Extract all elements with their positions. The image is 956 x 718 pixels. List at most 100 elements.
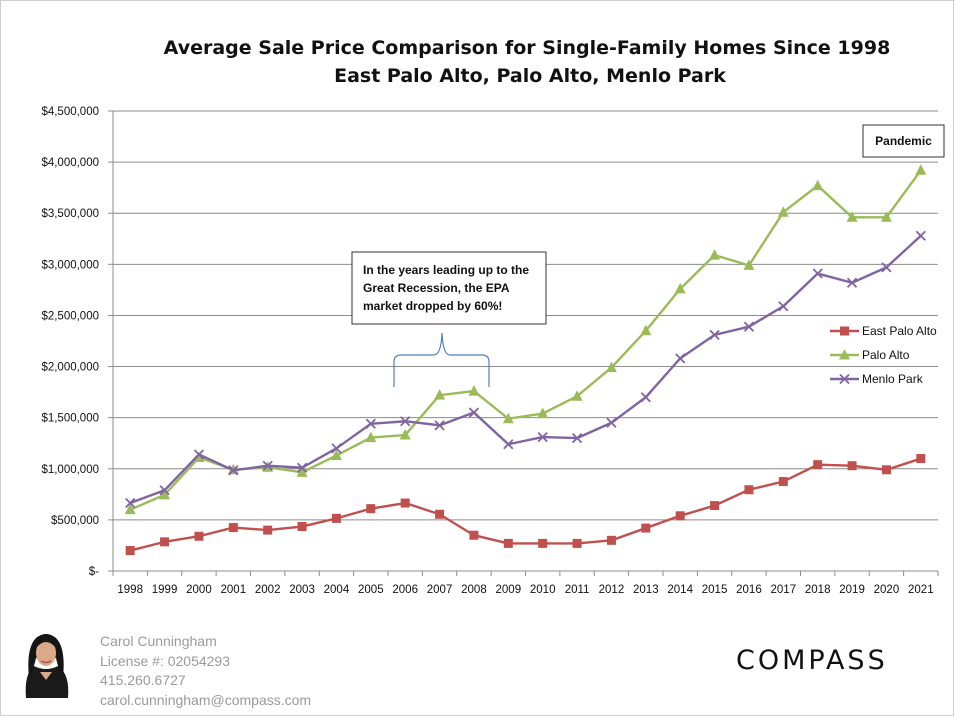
line-chart: Average Sale Price Comparison for Single… <box>41 37 945 596</box>
legend-label-palo-alto: Palo Alto <box>862 348 910 362</box>
x-tick-label: 2009 <box>496 584 522 596</box>
east-palo-alto-point <box>710 501 720 511</box>
legend-marker-palo-alto <box>839 349 850 360</box>
legend-label-menlo-park: Menlo Park <box>862 372 924 386</box>
x-tick-label: 2012 <box>599 584 625 596</box>
legend-label-east-palo-alto: East Palo Alto <box>862 324 937 338</box>
east-palo-alto-line <box>129 457 922 552</box>
x-tick-label: 2002 <box>255 584 281 596</box>
east-palo-alto-point <box>916 454 926 464</box>
east-palo-alto-point <box>366 504 376 514</box>
menlo-park-point <box>778 301 789 312</box>
palo-alto-point <box>709 249 721 260</box>
y-tick-label: $2,000,000 <box>41 362 99 374</box>
palo-alto-point <box>743 259 755 270</box>
menlo-park-point <box>434 420 445 431</box>
x-tick-label: 2017 <box>771 584 797 596</box>
recession-annotation-line-1: In the years leading up to the <box>363 263 529 277</box>
east-palo-alto-point <box>194 531 204 541</box>
east-palo-alto-point <box>538 538 548 548</box>
menlo-park-point <box>125 497 136 509</box>
chart-title: Average Sale Price Comparison for Single… <box>164 37 891 59</box>
recession-brace <box>393 332 490 387</box>
legend: East Palo Alto Palo Alto Menlo Park <box>830 324 937 386</box>
east-palo-alto-point <box>469 530 479 540</box>
east-palo-alto-point <box>881 465 891 475</box>
east-palo-alto-point <box>572 538 582 548</box>
y-tick-label: $1,500,000 <box>41 413 99 425</box>
x-tick-label: 2021 <box>908 584 934 596</box>
x-tick-label: 2019 <box>839 584 865 596</box>
x-tick-label: 1998 <box>117 584 143 596</box>
menlo-park-point <box>709 329 720 341</box>
east-palo-alto-point <box>675 511 685 521</box>
agent-email: carol.cunningham@compass.com <box>100 691 312 708</box>
x-tick-label: 2013 <box>633 584 659 596</box>
y-tick-label: $1,000,000 <box>41 464 99 476</box>
east-palo-alto-point <box>331 513 341 523</box>
menlo-park-point <box>365 418 376 429</box>
palo-alto-point <box>296 466 308 477</box>
y-tick-label: $- <box>89 566 99 578</box>
palo-alto-point <box>159 488 171 500</box>
palo-alto-point <box>502 412 514 424</box>
palo-alto-point <box>846 211 858 222</box>
menlo-park-point <box>468 407 480 418</box>
palo-alto-point <box>880 211 892 222</box>
x-tick-label: 2005 <box>358 584 384 596</box>
palo-alto-point <box>330 449 342 460</box>
x-tick-label: 2003 <box>289 584 315 596</box>
agent-license: License #: 02054293 <box>100 652 230 669</box>
menlo-park-point <box>606 417 617 428</box>
palo-alto-point <box>812 179 824 191</box>
palo-alto-point <box>674 282 686 294</box>
menlo-park-point <box>915 230 926 241</box>
east-palo-alto-point <box>606 535 616 545</box>
palo-alto-point <box>777 206 789 217</box>
series-lines <box>124 164 927 556</box>
agent-phone: 415.260.6727 <box>100 672 186 688</box>
x-tick-label: 2008 <box>461 584 487 596</box>
legend-marker-east-palo-alto <box>840 326 849 336</box>
menlo-park-point <box>743 321 755 332</box>
y-axis-ticks: $- $500,000 $1,000,000 $1,500,000 $2,000,000… <box>41 106 99 578</box>
x-tick-label: 2006 <box>392 584 418 596</box>
east-palo-alto-point <box>228 523 238 533</box>
series-menlo-park <box>125 230 926 509</box>
palo-alto-point <box>434 389 446 400</box>
compass-logo: COMPASS <box>736 645 888 676</box>
gridlines <box>108 110 939 576</box>
menlo-park-point <box>262 460 273 471</box>
palo-alto-point <box>640 324 652 336</box>
series-palo-alto <box>124 164 927 515</box>
east-palo-alto-point <box>744 485 754 495</box>
menlo-park-point <box>881 262 892 273</box>
menlo-park-point <box>537 431 548 443</box>
menlo-park-point <box>675 353 686 364</box>
menlo-park-point <box>193 449 205 460</box>
east-palo-alto-point <box>435 509 445 519</box>
x-tick-label: 2007 <box>427 584 453 596</box>
y-tick-label: $2,500,000 <box>41 310 99 322</box>
east-palo-alto-point <box>297 522 307 532</box>
agent-photo <box>18 628 74 698</box>
palo-alto-point <box>468 385 480 396</box>
x-tick-label: 2001 <box>221 584 247 596</box>
east-palo-alto-point <box>641 523 651 533</box>
palo-alto-point <box>399 429 411 440</box>
y-tick-label: $3,000,000 <box>41 259 99 271</box>
menlo-park-point <box>812 268 823 279</box>
palo-alto-point <box>915 164 927 175</box>
menlo-park-point <box>159 485 170 496</box>
chart-subtitle: East Palo Alto, Palo Alto, Menlo Park <box>334 65 726 87</box>
x-axis-ticks: 1998 1999 2000 2001 2002 2003 2004 2005 2006 2007… <box>117 584 933 596</box>
x-tick-label: 2016 <box>736 584 762 596</box>
x-tick-label: 2018 <box>805 584 831 596</box>
east-palo-alto-point <box>400 498 410 508</box>
x-tick-label: 2011 <box>565 584 590 596</box>
x-tick-label: 2020 <box>874 584 900 596</box>
legend-marker-menlo-park <box>839 373 850 385</box>
palo-alto-point <box>571 390 583 401</box>
y-tick-label: $3,500,000 <box>41 208 99 220</box>
